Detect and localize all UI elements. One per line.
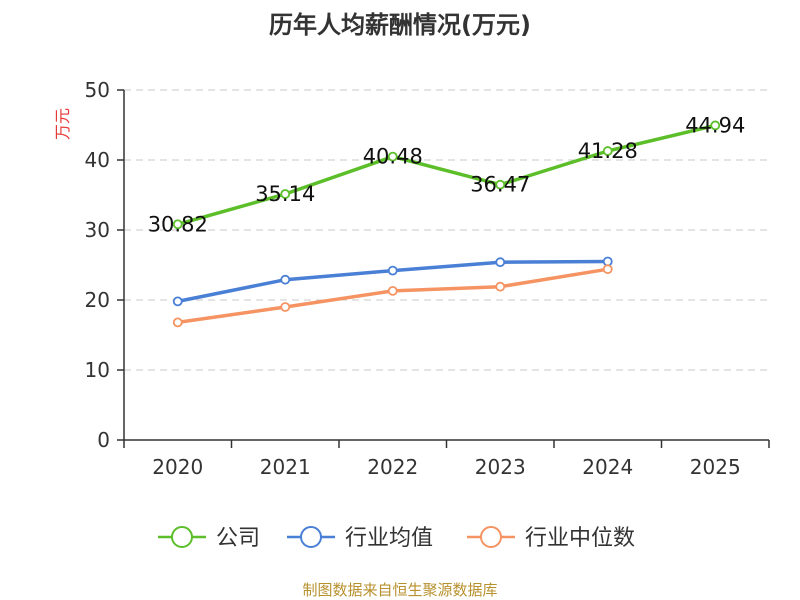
- y-tick-label: 30: [85, 218, 110, 242]
- data-point: [710, 120, 721, 131]
- data-point: [280, 274, 291, 285]
- data-point: [602, 146, 613, 156]
- y-tick-label: 0: [97, 428, 110, 452]
- legend: 公司 行业均值 行业中位数: [158, 526, 635, 551]
- series-layer: [172, 120, 721, 328]
- data-point: [495, 281, 506, 292]
- data-point: [280, 302, 291, 312]
- data-label: 40.48: [363, 145, 423, 169]
- legend-swatch-marker: [300, 526, 322, 548]
- data-label-layer: 30.82 35.14 40.48 36.47 41.28 44.94: [148, 113, 746, 236]
- data-label: 35.14: [255, 182, 315, 206]
- data-point: [387, 151, 398, 162]
- data-point: [495, 179, 506, 190]
- series-line: [176, 267, 610, 325]
- y-tick-label: 10: [85, 358, 110, 382]
- y-tick-label: 50: [85, 78, 110, 102]
- y-tick-label: 20: [85, 288, 110, 312]
- data-point: [172, 296, 183, 307]
- y-axis-label: 万元: [53, 108, 72, 140]
- data-label: 36.47: [470, 173, 530, 197]
- x-tick-label: 2024: [582, 455, 633, 479]
- legend-label: 公司: [216, 526, 260, 551]
- axis-layer: 0 10 20 30 40 50 2020 2021 2022 2023 2024 2025: [85, 78, 770, 479]
- data-label: 44.94: [685, 113, 745, 137]
- data-label: 41.28: [578, 139, 638, 163]
- legend-label: 行业均值: [345, 526, 433, 551]
- x-tick-label: 2021: [260, 455, 311, 479]
- y-tick-label: 40: [85, 148, 110, 172]
- x-tick-label: 2025: [690, 455, 741, 479]
- x-tick-label: 2022: [367, 455, 418, 479]
- legend-label: 行业中位数: [525, 526, 635, 551]
- data-label: 30.82: [148, 212, 208, 236]
- data-point: [602, 264, 613, 275]
- data-point: [495, 257, 506, 268]
- data-point: [387, 285, 398, 296]
- legend-swatch-marker: [480, 526, 502, 548]
- source-note: 制图数据来自恒生聚源数据库: [302, 581, 497, 599]
- chart-title: 历年人均薪酬情况(万元): [269, 11, 531, 39]
- legend-swatch-marker: [171, 526, 193, 548]
- x-tick-label: 2020: [152, 455, 203, 479]
- data-point: [172, 219, 183, 230]
- data-point: [602, 256, 613, 267]
- x-tick-label: 2023: [475, 455, 526, 479]
- series-line: [176, 123, 718, 227]
- data-point: [172, 317, 183, 328]
- data-point: [280, 189, 291, 199]
- data-point: [387, 265, 398, 276]
- grid-layer: [124, 89, 769, 371]
